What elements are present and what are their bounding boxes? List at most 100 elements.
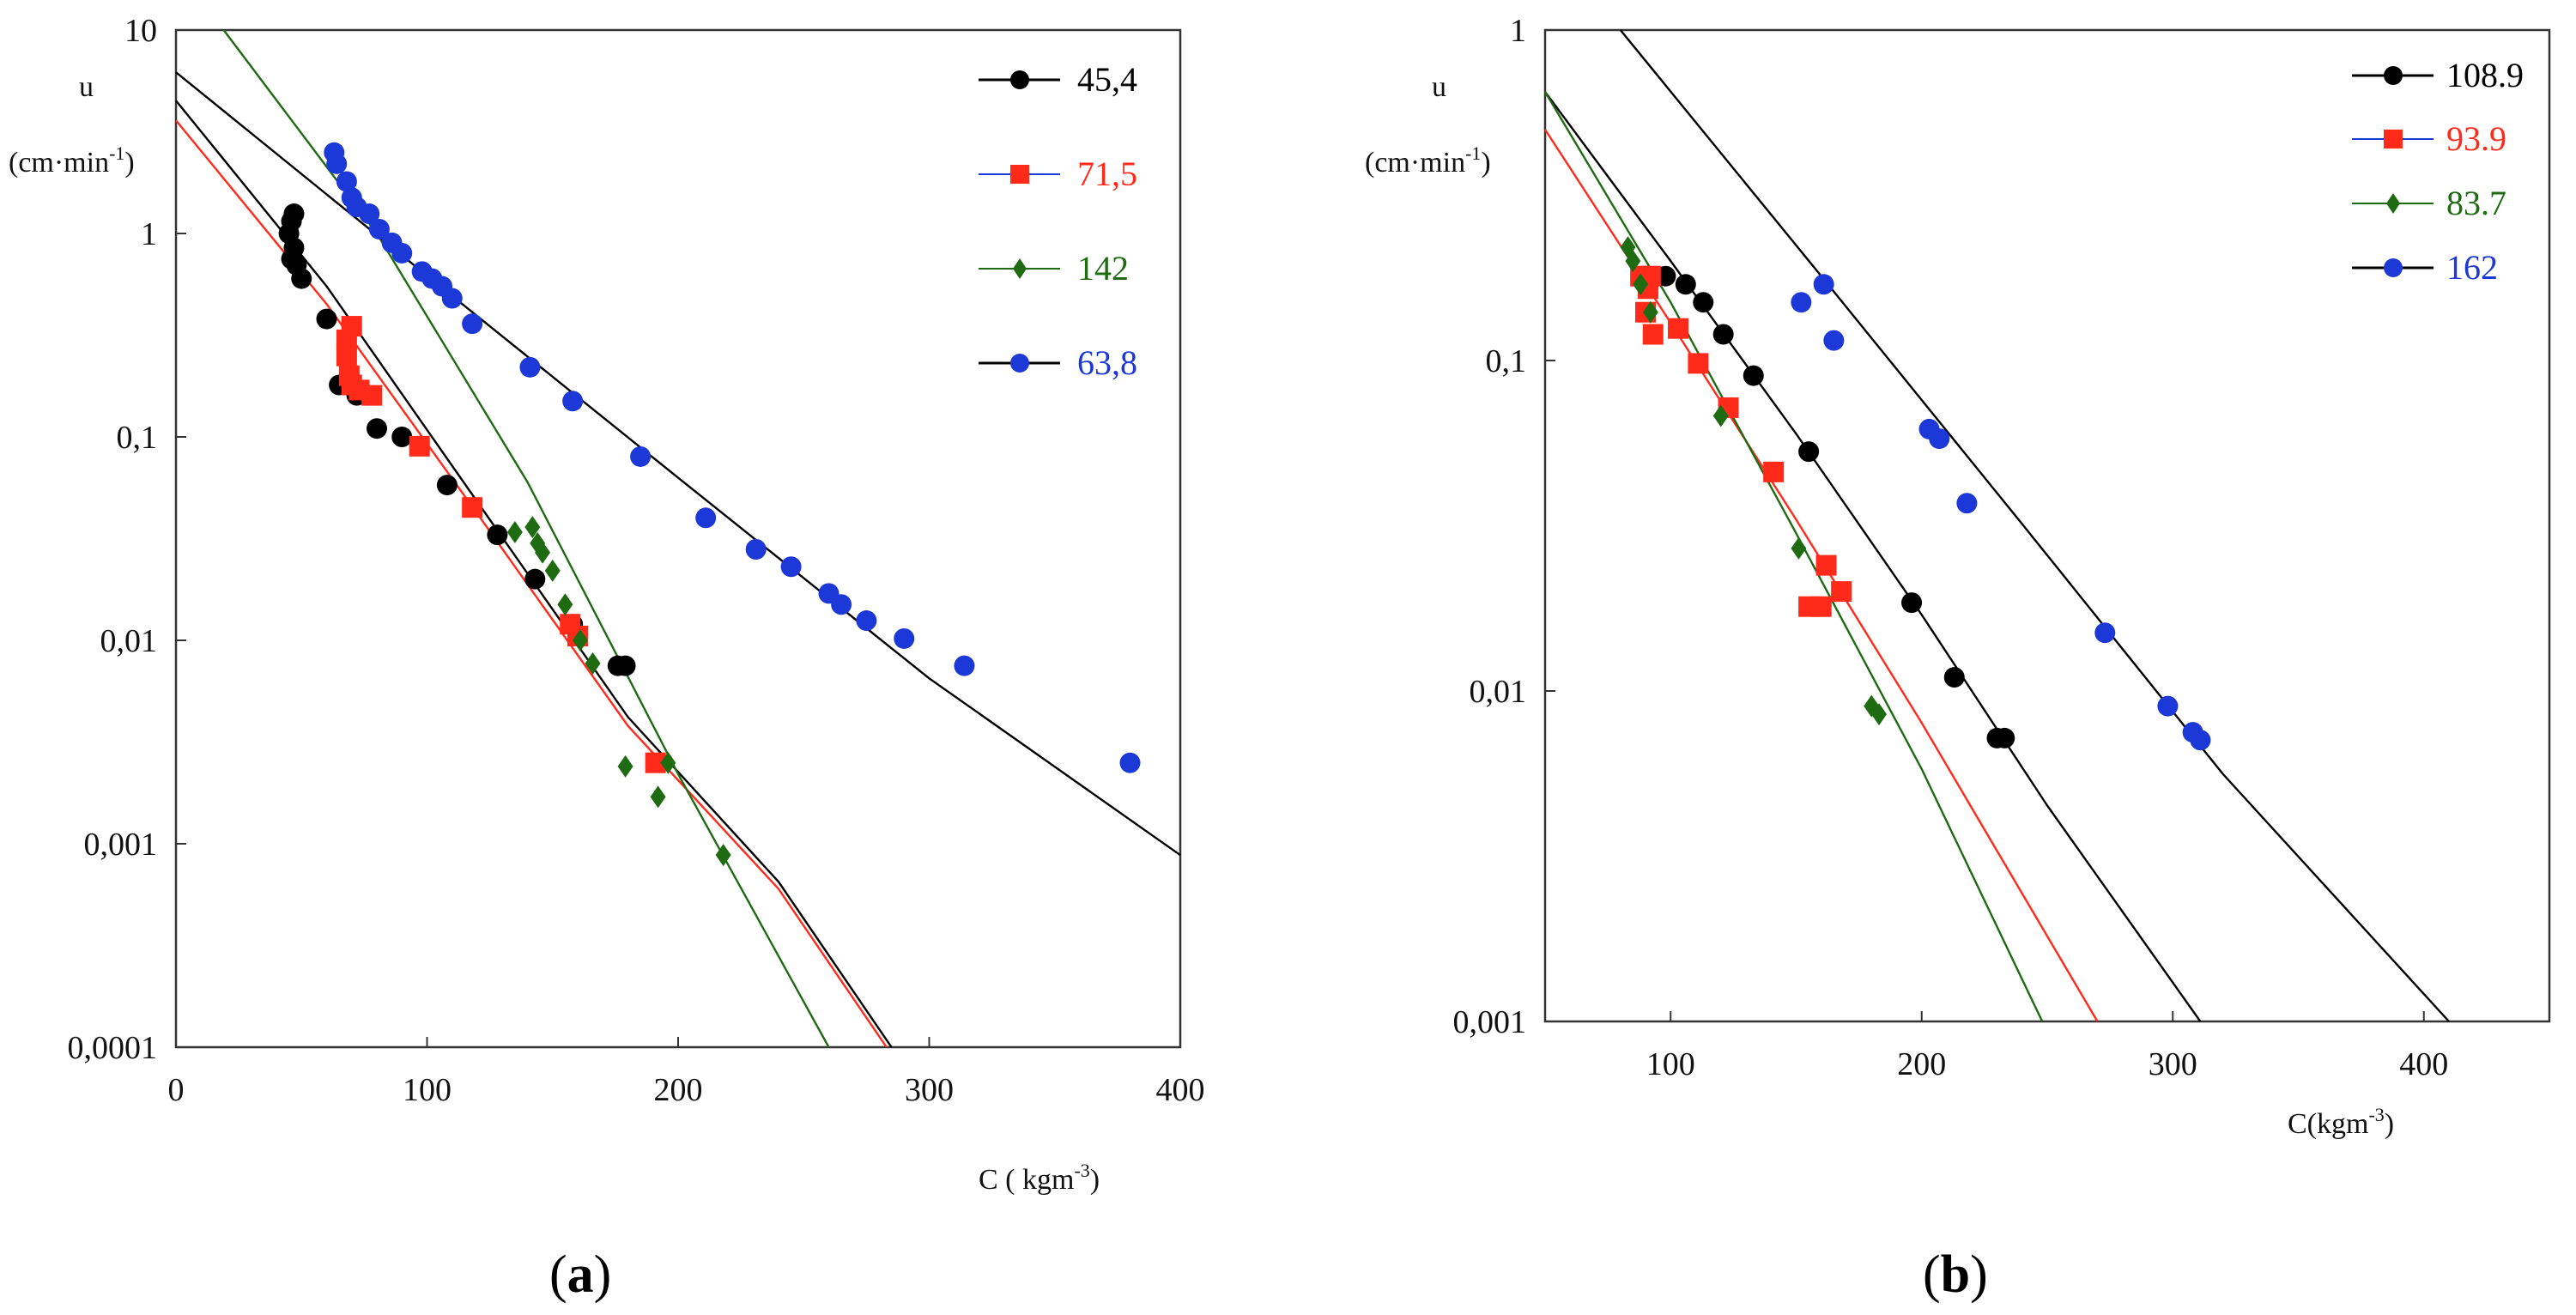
chart-a-point-142-3 bbox=[535, 541, 551, 564]
chart-a-legend-label-142: 142 bbox=[1077, 249, 1129, 288]
chart-b-point-93-9-8 bbox=[1763, 461, 1785, 482]
chart-a-ytick-label-4: 0,001 bbox=[84, 827, 158, 863]
chart-b-legend-label-108-9: 108.9 bbox=[2446, 56, 2524, 94]
chart-a-point-63-8-2 bbox=[336, 171, 357, 192]
chart-a-point-71-5-1 bbox=[341, 316, 362, 337]
chart-a-point-63-8-8 bbox=[391, 242, 413, 264]
chart-b-ytick-label-1: 0,1 bbox=[1486, 343, 1527, 379]
chart-a-point-63-8-18 bbox=[745, 539, 767, 561]
chart-b-point-93-9-9 bbox=[1815, 554, 1837, 576]
chart-a-point-142-4 bbox=[544, 559, 561, 582]
chart-b-point-93-9-6 bbox=[1688, 353, 1709, 374]
caption-b: (b) bbox=[1923, 1245, 1988, 1304]
chart-a-legend-marker-71-5 bbox=[1010, 165, 1029, 184]
chart-b-point-162-2 bbox=[1823, 330, 1845, 351]
chart-b-legend-label-83-7: 83.7 bbox=[2446, 184, 2506, 222]
chart-b-ytick-label-3: 0,001 bbox=[1453, 1004, 1527, 1040]
chart-b-legend-marker-83-7 bbox=[2386, 193, 2400, 214]
chart-b-point-108-9-5 bbox=[1798, 441, 1820, 463]
chart-b-point-108-9-1 bbox=[1675, 274, 1696, 295]
chart-a-points bbox=[278, 142, 1141, 867]
chart-a-point-45-4-14 bbox=[524, 568, 546, 590]
chart-a-point-63-8-22 bbox=[856, 610, 877, 632]
chart-a-xlabel: C ( kgm-3) bbox=[979, 1160, 1100, 1196]
chart-a-ticks: 0 100 200 300 400 10 1 0,1 0,01 0,001 0,0001 bbox=[68, 13, 1205, 1108]
chart-a-point-142-7 bbox=[585, 651, 601, 675]
chart-a-point-45-4-12 bbox=[436, 475, 458, 496]
chart-a-point-142-6 bbox=[572, 629, 588, 651]
chart-b-point-162-5 bbox=[1956, 493, 1978, 514]
chart-a-ytick-label-1: 1 bbox=[141, 216, 157, 252]
chart-a-point-63-8-5 bbox=[359, 203, 380, 225]
chart-b-legend-label-93-9: 93.9 bbox=[2446, 119, 2506, 158]
chart-b-point-93-9-10 bbox=[1831, 581, 1852, 603]
chart-a-fit-lines bbox=[175, 29, 1181, 1048]
chart-a-ytick-label-2: 0,1 bbox=[117, 420, 158, 456]
chart-a-point-142-10 bbox=[660, 751, 676, 774]
chart-a-point-45-4-2 bbox=[283, 203, 305, 225]
chart-a-point-63-8-1 bbox=[326, 153, 348, 174]
chart-a-point-71-5-2 bbox=[336, 345, 357, 367]
chart-a-legend-item-45-4: 45,4 bbox=[979, 60, 1137, 99]
chart-b-xtick-label-0: 100 bbox=[1646, 1046, 1695, 1082]
chart-a-point-63-8-17 bbox=[695, 507, 717, 529]
chart-b-fit-line-162 bbox=[1619, 29, 2450, 1022]
chart-b-xtick-label-1: 200 bbox=[1897, 1046, 1946, 1082]
chart-a-point-45-4-6 bbox=[291, 268, 312, 289]
chart-a-legend: 45,4 71,5 142 63,8 bbox=[979, 60, 1137, 382]
chart-a-point-63-8-15 bbox=[562, 391, 584, 412]
chart-a-point-63-8-13 bbox=[462, 313, 483, 335]
chart-a-ytick-label-3: 0,01 bbox=[100, 623, 158, 659]
chart-b-point-162-9 bbox=[2190, 730, 2211, 751]
chart-a-point-71-5-6 bbox=[361, 385, 383, 406]
chart-a-ylabel: u bbox=[79, 71, 94, 103]
chart-b-xlabel: C(kgm-3) bbox=[2288, 1104, 2394, 1140]
chart-b-fit-line-83-7 bbox=[1543, 91, 2044, 1022]
chart-a-point-63-8-12 bbox=[441, 288, 463, 309]
chart-a-legend-item-71-5: 71,5 bbox=[979, 155, 1137, 193]
chart-b: 100 200 300 400 1 0,1 0,01 0,001 u (cm·min-1) C… bbox=[1365, 13, 2551, 1140]
chart-a-point-142-5 bbox=[557, 593, 573, 616]
chart-b-point-83-7-5 bbox=[1791, 536, 1807, 560]
chart-b-points bbox=[1620, 236, 2211, 751]
chart-a-fit-line-142 bbox=[222, 29, 830, 1048]
chart-a-point-45-4-13 bbox=[487, 524, 508, 546]
chart-a-legend-item-63-8: 63,8 bbox=[979, 343, 1137, 382]
chart-b-legend-marker-162 bbox=[2384, 258, 2403, 277]
chart-b-legend-item-162: 162 bbox=[2352, 248, 2498, 287]
chart-b-plot-frame bbox=[1543, 28, 2551, 1023]
chart-b-ylabel: u bbox=[1432, 71, 1446, 103]
chart-b-point-162-4 bbox=[1929, 428, 1950, 450]
chart-a-point-71-5-8 bbox=[462, 497, 483, 518]
chart-a-xtick-label-3: 300 bbox=[905, 1072, 954, 1108]
chart-a-point-45-4-10 bbox=[367, 418, 387, 439]
chart-b-ytick-label-0: 1 bbox=[1510, 13, 1526, 49]
chart-a-point-142-0 bbox=[506, 521, 523, 544]
chart-b-point-162-0 bbox=[1791, 292, 1812, 313]
chart-a-point-63-8-21 bbox=[831, 594, 852, 615]
chart-a-ytick-label-0: 10 bbox=[124, 13, 157, 49]
chart-a-xtick-label-1: 100 bbox=[403, 1072, 452, 1108]
chart-a-xtick-label-2: 200 bbox=[654, 1072, 703, 1108]
chart-a-ytick-label-5: 0,0001 bbox=[68, 1030, 158, 1066]
chart-a-xtick-label-4: 400 bbox=[1156, 1072, 1205, 1108]
chart-b-xtick-label-2: 300 bbox=[2149, 1046, 2197, 1082]
chart-b-point-162-1 bbox=[1813, 274, 1834, 295]
chart-b-xtick-label-3: 400 bbox=[2399, 1046, 2448, 1082]
chart-a-point-45-4-17 bbox=[615, 655, 636, 676]
chart-b-point-83-7-2 bbox=[1633, 273, 1649, 296]
chart-a-point-63-8-14 bbox=[519, 356, 541, 378]
chart-a-point-142-1 bbox=[524, 516, 541, 539]
chart-a-legend-label-45-4: 45,4 bbox=[1077, 60, 1137, 99]
chart-a-legend-label-71-5: 71,5 bbox=[1077, 155, 1137, 193]
chart-a-legend-marker-142 bbox=[1013, 258, 1027, 279]
chart-b-point-83-7-7 bbox=[1871, 703, 1888, 726]
chart-b-point-108-9-2 bbox=[1693, 292, 1714, 313]
chart-a-point-63-8-24 bbox=[954, 655, 975, 676]
chart-b-legend-item-108-9: 108.9 bbox=[2352, 56, 2524, 94]
chart-b-point-83-7-3 bbox=[1642, 300, 1658, 324]
chart-b-legend-label-162: 162 bbox=[2446, 248, 2498, 287]
chart-b-ytick-label-2: 0,01 bbox=[1470, 674, 1527, 710]
chart-a: 0 100 200 300 400 10 1 0,1 0,01 0,001 0,0001 u (cm… bbox=[9, 13, 1205, 1196]
chart-a-point-142-8 bbox=[617, 754, 633, 778]
